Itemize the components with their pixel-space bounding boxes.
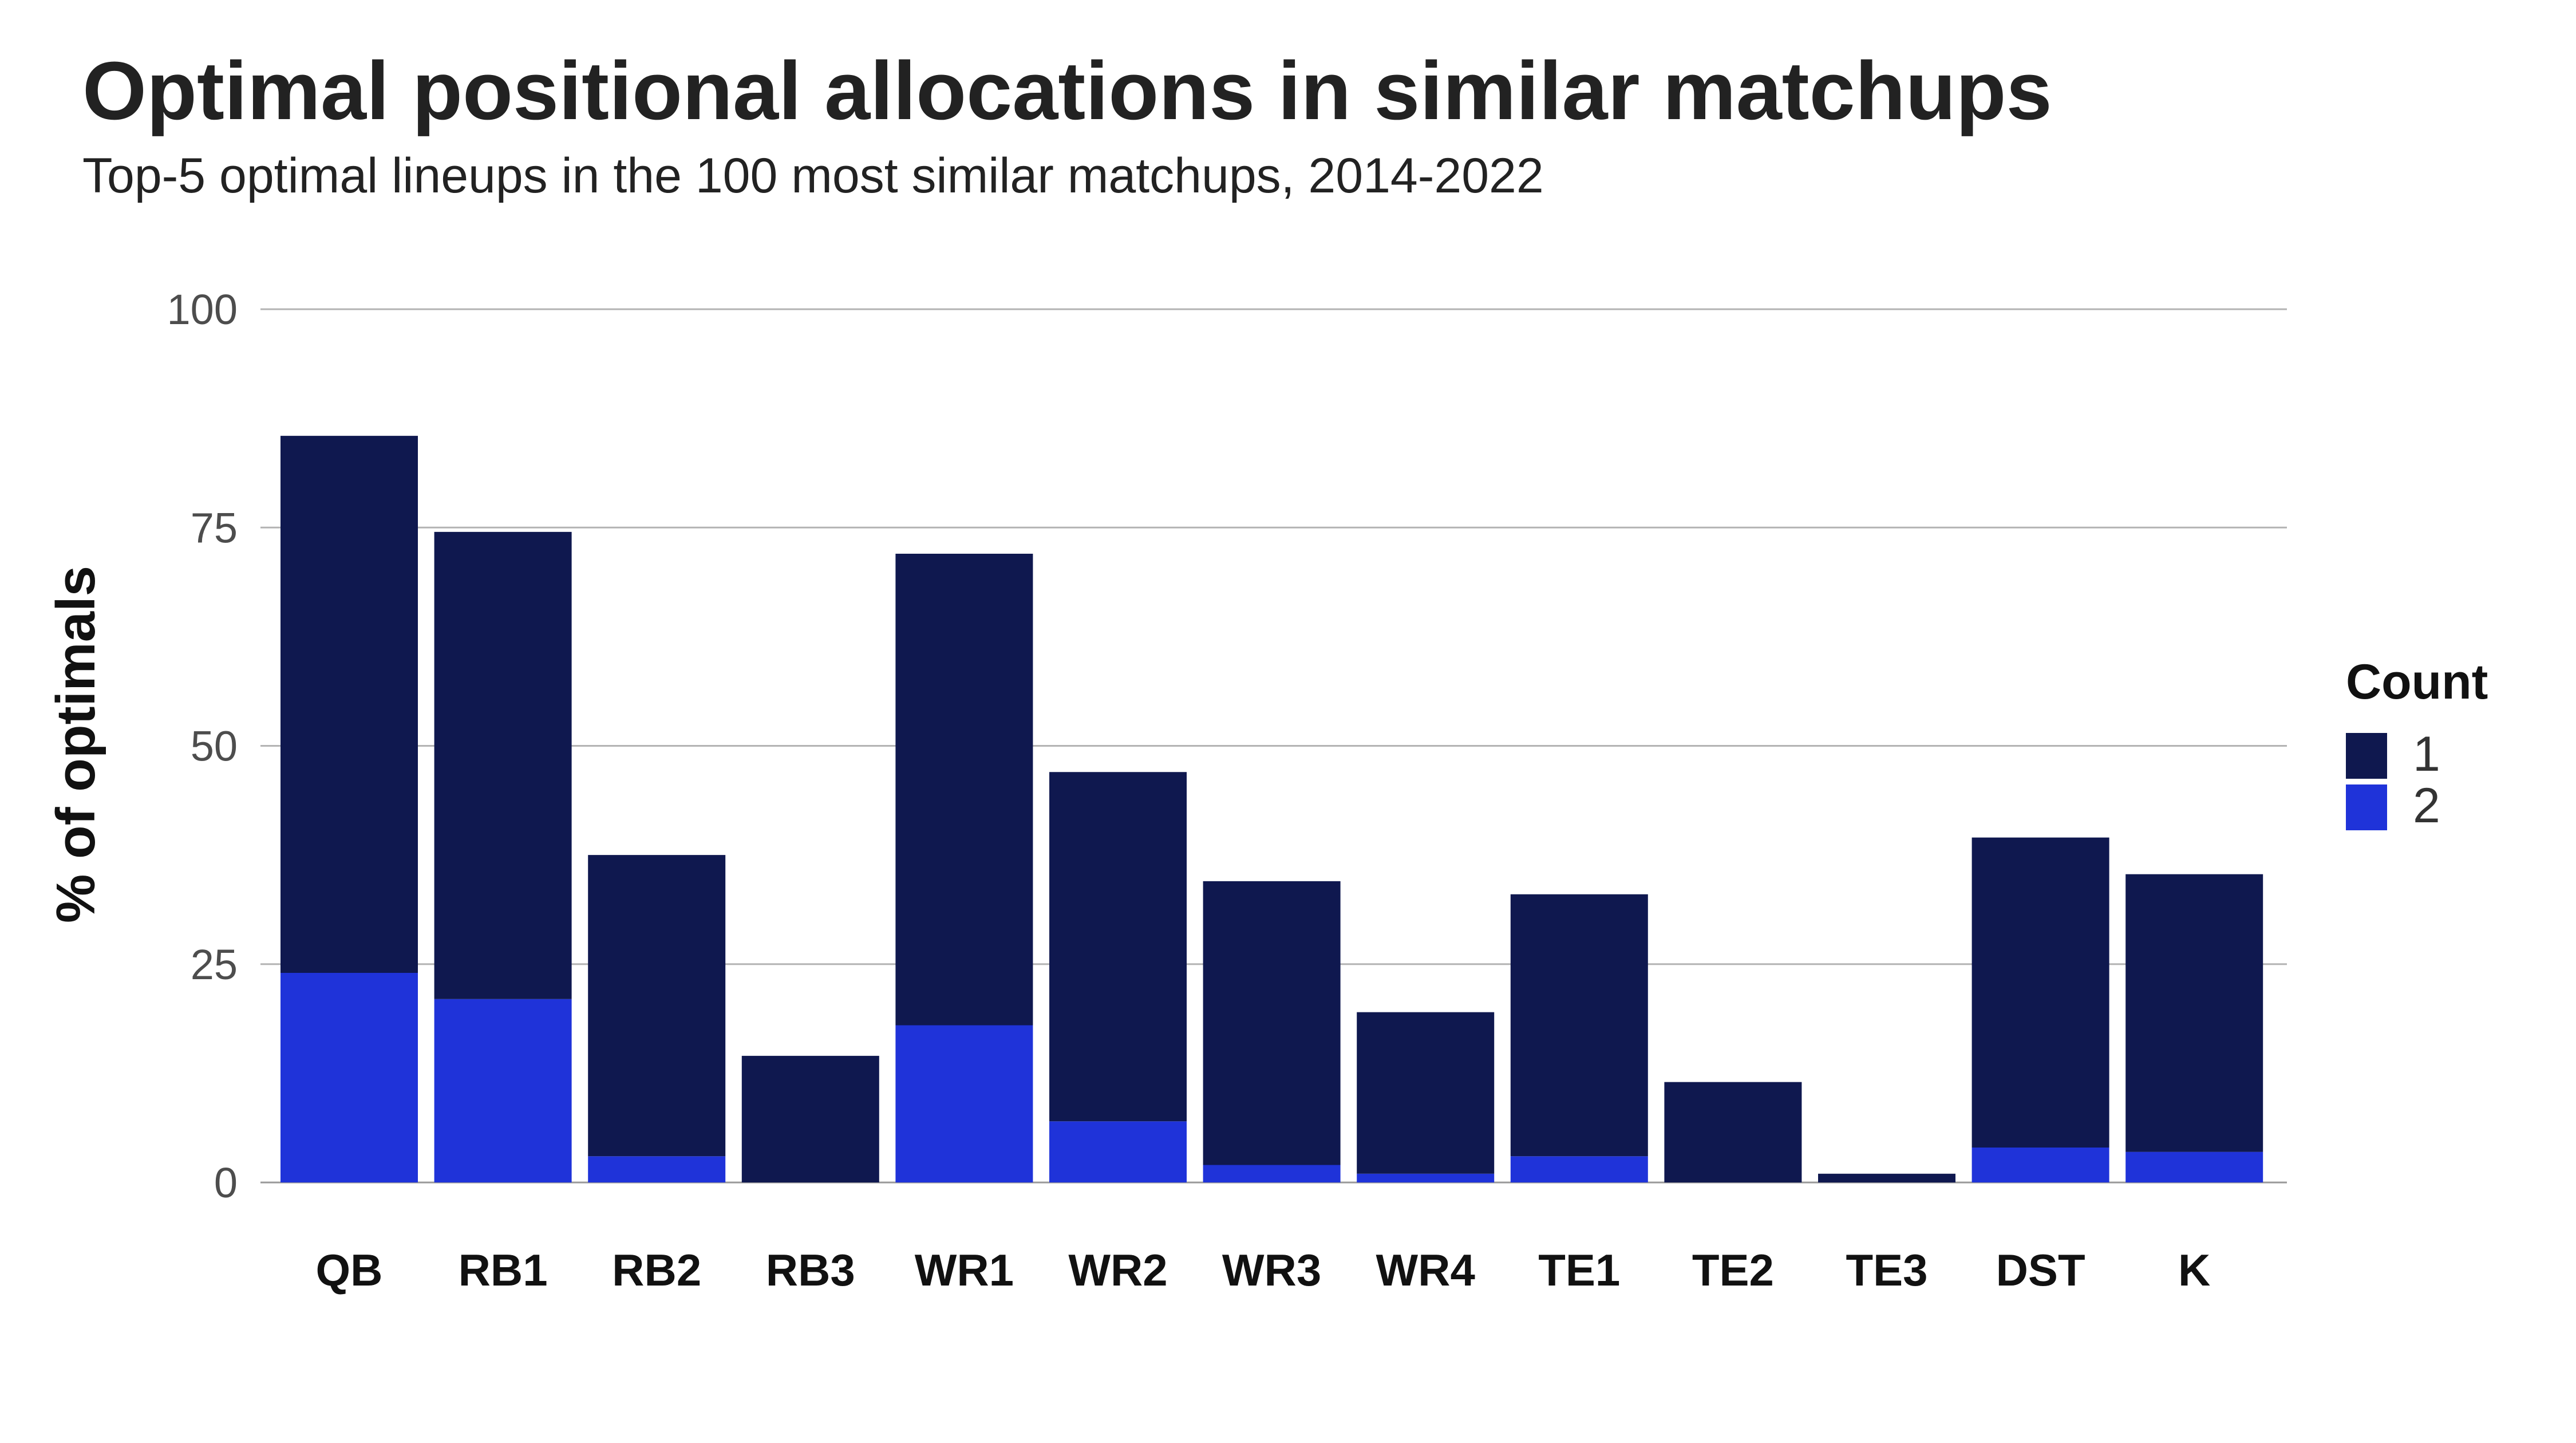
- y-tick-label: 50: [191, 723, 238, 770]
- bar-qb-count-2: [280, 973, 418, 1182]
- x-tick-label: WR1: [915, 1245, 1014, 1295]
- y-axis-label: % of optimals: [45, 566, 106, 923]
- x-tick-label: QB: [316, 1245, 383, 1295]
- legend: Count 12: [2346, 655, 2488, 833]
- bar-wr2-count-2: [1049, 1121, 1187, 1182]
- bar-rb1-count-2: [434, 999, 572, 1182]
- chart-subtitle: Top-5 optimal lineups in the 100 most si…: [82, 148, 1544, 203]
- x-tick-label: WR4: [1376, 1245, 1475, 1295]
- bar-k-count-2: [2125, 1152, 2263, 1182]
- x-tick-label: TE2: [1692, 1245, 1774, 1295]
- x-tick-label: K: [2178, 1245, 2210, 1295]
- y-tick-label: 75: [191, 504, 238, 551]
- bar-wr3-count-1: [1203, 881, 1341, 1165]
- bar-dst-count-1: [1971, 837, 2109, 1148]
- bars: [280, 436, 2263, 1182]
- bar-wr4-count-1: [1357, 1012, 1495, 1174]
- y-tick-label: 0: [214, 1159, 238, 1207]
- bar-dst-count-2: [1971, 1148, 2109, 1182]
- bar-rb2-count-1: [588, 855, 726, 1157]
- x-tick-label: RB1: [459, 1245, 548, 1295]
- bar-rb3-count-1: [741, 1055, 879, 1182]
- bar-te2-count-1: [1664, 1082, 1802, 1182]
- x-tick-label: WR2: [1068, 1245, 1167, 1295]
- x-tick-label: DST: [1996, 1245, 2085, 1295]
- x-tick-label: RB3: [766, 1245, 855, 1295]
- legend-swatch-2: [2346, 784, 2387, 830]
- bar-wr3-count-2: [1203, 1165, 1341, 1182]
- bar-rb1-count-1: [434, 531, 572, 999]
- x-tick-label: TE1: [1538, 1245, 1620, 1295]
- bar-qb-count-1: [280, 436, 418, 973]
- bar-k-count-1: [2125, 874, 2263, 1152]
- bar-rb2-count-2: [588, 1156, 726, 1182]
- bar-te1-count-1: [1510, 894, 1648, 1157]
- legend-swatch-1: [2346, 733, 2387, 779]
- x-axis-ticks: QB RB1 RB2 RB3 WR1 WR2 WR3 WR4 TE1 TE2 TE3 DST K: [316, 1245, 2211, 1295]
- y-tick-label: 25: [191, 941, 238, 988]
- bar-te1-count-2: [1510, 1156, 1648, 1182]
- x-tick-label: WR3: [1222, 1245, 1321, 1295]
- bar-wr2-count-1: [1049, 772, 1187, 1122]
- bar-wr1-count-2: [895, 1025, 1033, 1182]
- x-tick-label: TE3: [1846, 1245, 1927, 1295]
- x-tick-label: RB2: [612, 1245, 701, 1295]
- legend-label-2: 2: [2413, 778, 2440, 833]
- y-axis-ticks: 0 25 50 75 100: [167, 286, 238, 1207]
- y-tick-label: 100: [167, 286, 238, 333]
- bar-te3-count-1: [1818, 1173, 1955, 1182]
- chart-title: Optimal positional allocations in simila…: [82, 45, 2052, 137]
- bar-wr1-count-1: [895, 554, 1033, 1026]
- bar-wr4-count-2: [1357, 1173, 1495, 1182]
- legend-title: Count: [2346, 655, 2488, 709]
- legend-label-1: 1: [2413, 727, 2440, 782]
